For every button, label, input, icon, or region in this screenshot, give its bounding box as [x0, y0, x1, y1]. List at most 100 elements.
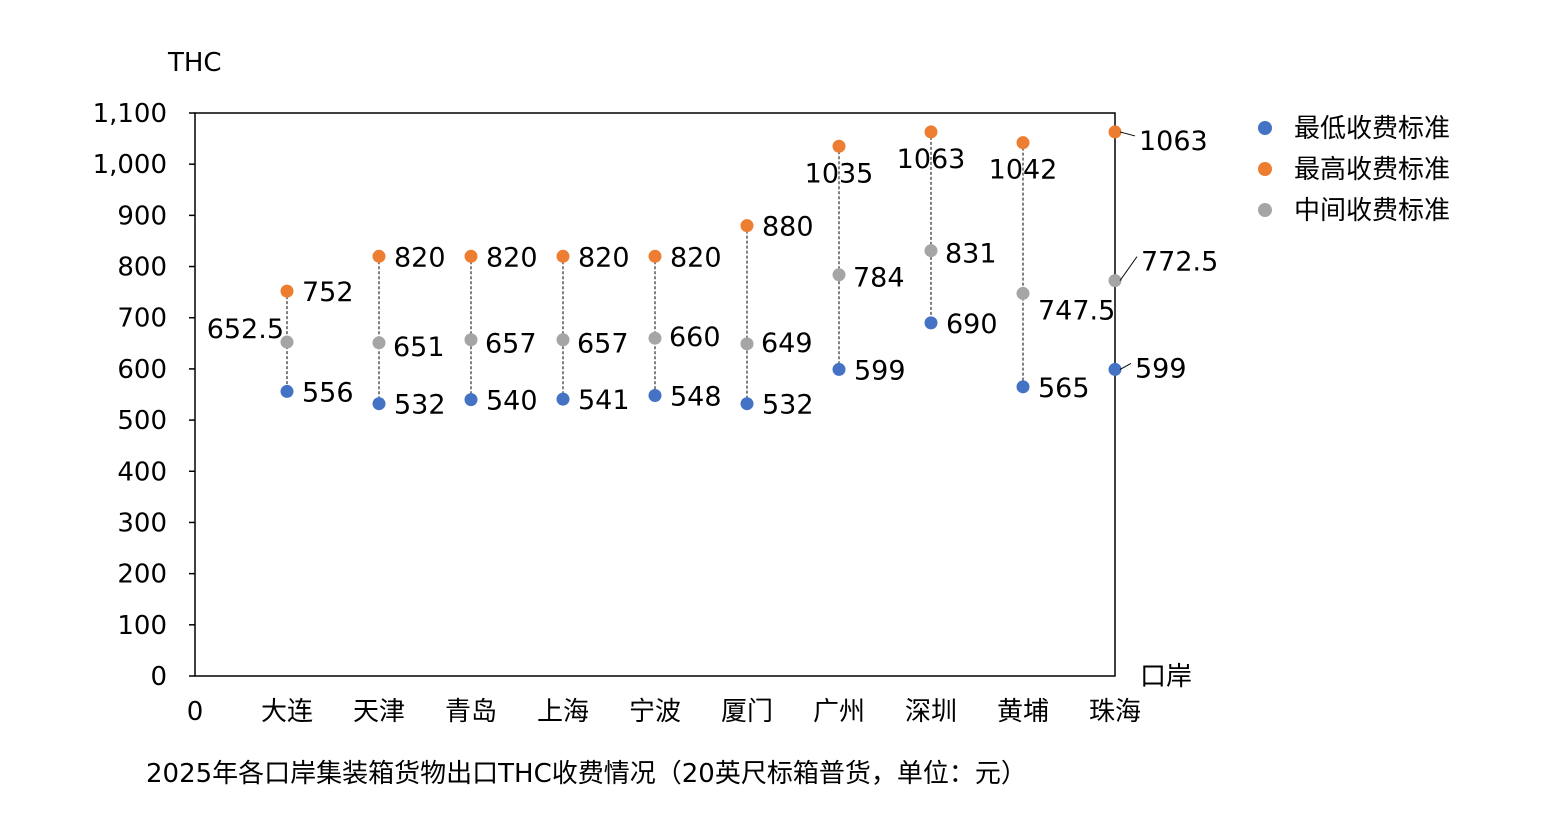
- data-point: [556, 249, 570, 263]
- data-label: 784: [853, 263, 905, 294]
- data-label: 820: [670, 242, 722, 273]
- y-tick-label: 400: [117, 457, 167, 487]
- x-tick-label: 厦门: [721, 697, 773, 727]
- data-point: [464, 333, 478, 347]
- data-point: [832, 362, 846, 376]
- data-point: [740, 397, 754, 411]
- data-point: [924, 244, 938, 258]
- data-label: 1063: [1139, 126, 1208, 157]
- y-tick-label: 0: [150, 662, 167, 692]
- plot-frame: [194, 112, 1116, 677]
- data-label: 1035: [805, 158, 874, 189]
- data-point: [1108, 274, 1122, 288]
- data-point: [280, 284, 294, 298]
- data-point: [832, 268, 846, 282]
- data-label: 649: [761, 328, 813, 359]
- x-axis-title: 口岸: [1140, 662, 1192, 692]
- axes: 0 100 200 300 400 500 600 700 800 900 1,000 1,100 0 大…: [93, 99, 1141, 727]
- data-point: [372, 249, 386, 263]
- drop-lines: [286, 131, 1116, 404]
- data-point: [280, 384, 294, 398]
- y-tick-label: 1,100: [93, 99, 167, 129]
- data-point: [1016, 286, 1030, 300]
- legend-label: 中间收费标准: [1294, 196, 1450, 226]
- data-point: [648, 389, 662, 403]
- x-tick-label: 大连: [261, 697, 313, 727]
- y-axis-title: THC: [167, 48, 222, 78]
- chart-title: 2025年各口岸集装箱货物出口THC收费情况（20英尺标箱普货，单位：元）: [146, 759, 1027, 789]
- data-label: 747.5: [1038, 295, 1115, 326]
- legend-label: 最高收费标准: [1294, 155, 1450, 185]
- data-label: 532: [394, 390, 446, 421]
- x-tick-label: 黄埔: [997, 697, 1049, 727]
- data-point: [372, 336, 386, 350]
- data-point: [924, 125, 938, 139]
- y-tick-label: 1,000: [93, 150, 167, 180]
- data-label: 657: [577, 329, 629, 360]
- y-tick-label: 700: [117, 304, 167, 334]
- y-tick-label: 200: [117, 560, 167, 590]
- data-point: [1016, 136, 1030, 150]
- data-point: [464, 249, 478, 263]
- data-label: 657: [485, 329, 537, 360]
- legend-label: 最低收费标准: [1294, 114, 1450, 144]
- data-label: 820: [394, 242, 446, 273]
- data-point: [464, 393, 478, 407]
- data-label: 820: [578, 242, 630, 273]
- data-label: 690: [946, 309, 998, 340]
- data-label: 532: [762, 390, 814, 421]
- y-tick-label: 800: [117, 253, 167, 283]
- data-label: 540: [486, 386, 538, 417]
- data-label: 565: [1038, 373, 1090, 404]
- data-label: 772.5: [1141, 247, 1218, 278]
- data-label: 660: [669, 322, 721, 353]
- data-label: 556: [302, 377, 354, 408]
- data-label: 1042: [989, 155, 1058, 186]
- data-label: 599: [854, 355, 906, 386]
- data-point: [556, 392, 570, 406]
- data-point: [740, 219, 754, 233]
- data-point: [1108, 362, 1122, 376]
- data-point: [648, 331, 662, 345]
- x-tick-label: 宁波: [629, 697, 681, 727]
- data-point: [1016, 380, 1030, 394]
- data-label: 752: [302, 277, 354, 308]
- data-points: [280, 125, 1122, 411]
- x-tick-label: 青岛: [445, 697, 497, 727]
- data-point: [832, 139, 846, 153]
- data-label: 880: [762, 212, 814, 243]
- x-origin-label: 0: [187, 697, 204, 727]
- y-tick-label: 100: [117, 611, 167, 641]
- x-tick-label: 上海: [537, 697, 589, 727]
- data-point: [556, 333, 570, 347]
- data-point: [1108, 125, 1122, 139]
- data-point: [280, 335, 294, 349]
- data-label: 651: [393, 332, 445, 363]
- y-tick-label: 300: [117, 508, 167, 538]
- data-label: 652.5: [207, 314, 284, 345]
- legend-marker: [1258, 121, 1272, 135]
- data-label: 831: [945, 239, 997, 270]
- legend-marker: [1258, 203, 1272, 217]
- label-leader-line: [1119, 256, 1138, 281]
- x-tick-label: 广州: [813, 697, 865, 727]
- data-label: 599: [1135, 353, 1187, 384]
- data-labels: 556 532 540 541 548 532 599 690 565 599 752 820 820 8…: [207, 126, 1219, 421]
- data-point: [372, 397, 386, 411]
- label-leader-line: [1119, 131, 1136, 137]
- data-label: 548: [670, 382, 722, 413]
- data-label: 1063: [897, 144, 966, 175]
- x-tick-label: 深圳: [905, 697, 957, 727]
- data-label: 541: [578, 385, 630, 416]
- label-leader-line: [1119, 362, 1132, 370]
- data-label: 820: [486, 242, 538, 273]
- data-point: [740, 337, 754, 351]
- data-point: [648, 249, 662, 263]
- y-tick-label: 900: [117, 201, 167, 231]
- data-point: [924, 316, 938, 330]
- y-tick-label: 500: [117, 406, 167, 436]
- x-tick-label: 天津: [353, 697, 405, 727]
- x-tick-label: 珠海: [1089, 697, 1141, 727]
